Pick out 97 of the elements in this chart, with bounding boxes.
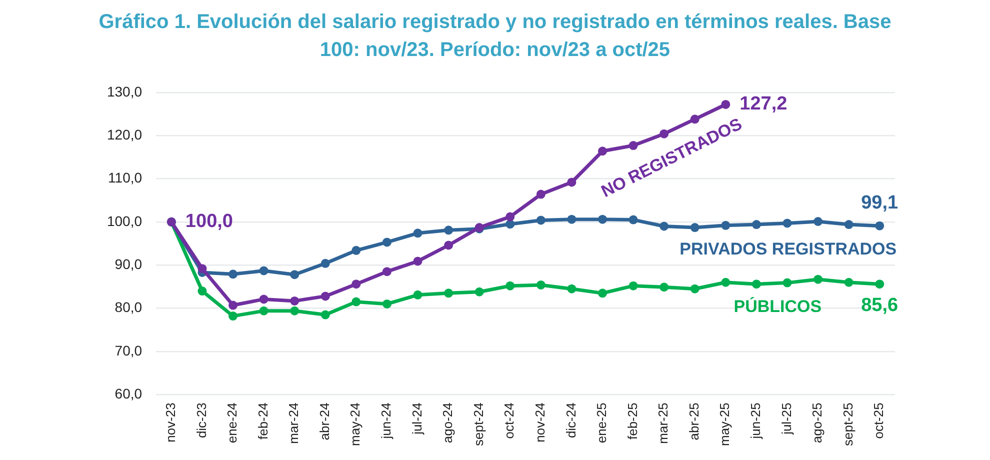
point	[228, 300, 238, 310]
series-label: PÚBLICOS	[734, 296, 822, 316]
series-label: PRIVADOS REGISTRADOS	[680, 240, 897, 259]
point	[598, 214, 607, 224]
point	[690, 284, 700, 294]
point	[352, 297, 361, 306]
y-tick-label: 130,0	[106, 83, 142, 100]
y-tick-label: 70,0	[114, 342, 142, 358]
point	[536, 190, 546, 199]
x-tick-label: ene-25	[594, 402, 610, 444]
x-tick-label: nov-23	[163, 402, 178, 442]
point	[814, 274, 823, 284]
point	[752, 220, 761, 230]
point	[690, 223, 700, 232]
point	[382, 267, 392, 276]
point	[660, 222, 669, 231]
point	[721, 220, 730, 230]
point	[506, 212, 515, 222]
x-tick-label: abr-24	[316, 402, 332, 440]
point	[382, 299, 392, 308]
x-tick-label: feb-25	[624, 402, 640, 440]
point	[628, 281, 638, 290]
point	[752, 280, 761, 289]
point	[782, 218, 792, 228]
x-tick-label: ago-24	[440, 402, 456, 444]
point	[228, 312, 238, 321]
point	[320, 258, 330, 268]
point	[228, 270, 238, 279]
point	[506, 281, 515, 290]
point	[320, 310, 330, 320]
y-tick-label: 100,0	[106, 212, 142, 229]
x-tick-label: mar-24	[286, 402, 302, 444]
point	[259, 266, 268, 276]
data-label: 100,0	[185, 211, 233, 232]
point	[536, 216, 546, 225]
x-tick-label: ago-25	[810, 402, 825, 444]
x-tick-label: may-24	[348, 402, 363, 446]
point	[444, 226, 454, 235]
point	[598, 288, 607, 298]
point	[844, 220, 854, 230]
x-tick-label: sept-25	[840, 402, 856, 446]
x-tick-label: nov-24	[532, 402, 548, 442]
point	[567, 178, 576, 187]
point	[506, 220, 515, 229]
y-tick-label: 110,0	[108, 170, 142, 186]
point	[782, 278, 792, 288]
point	[290, 270, 300, 280]
x-tick-label: dic-23	[194, 402, 209, 438]
point	[290, 296, 300, 306]
y-tick-label: 80,0	[114, 299, 142, 316]
point	[352, 246, 361, 255]
point	[567, 214, 576, 224]
y-tick-label: 120,0	[106, 126, 142, 142]
point	[875, 280, 884, 289]
x-tick-label: jun-25	[748, 402, 764, 440]
x-tick-label: dic-24	[563, 402, 578, 438]
point	[721, 278, 730, 287]
point	[352, 280, 361, 289]
point	[814, 217, 823, 226]
point	[413, 256, 422, 266]
point	[444, 288, 454, 298]
point	[721, 100, 730, 109]
point	[290, 306, 300, 316]
point	[875, 221, 884, 230]
point	[474, 287, 484, 296]
x-tick-label: abr-25	[686, 402, 702, 440]
data-label: 99,1	[861, 192, 899, 214]
point	[413, 290, 422, 300]
chart-title: Gráfico 1. Evolución del salario registrado y no registrado en términos reales. Base 100: nov/23. Período: nov/23 a oct/25	[98, 10, 892, 63]
x-tick-label: jul-25	[778, 402, 794, 436]
x-tick-label: mar-25	[656, 402, 671, 444]
point	[413, 228, 422, 238]
data-label: 127,2	[740, 94, 788, 115]
point	[259, 306, 268, 316]
point	[259, 294, 268, 304]
x-tick-label: oct-24	[502, 402, 517, 439]
x-tick-label: feb-24	[255, 402, 270, 440]
point	[198, 286, 207, 296]
point	[444, 240, 454, 250]
point	[844, 278, 854, 287]
x-tick-label: jun-24	[378, 402, 394, 440]
x-tick-label: jul-24	[409, 402, 424, 436]
y-tick-label: 60,0	[114, 386, 142, 402]
data-label: 85,6	[861, 294, 898, 316]
x-tick-label: may-25	[717, 402, 732, 446]
x-tick-label: sept-24	[470, 402, 486, 446]
point	[320, 292, 330, 301]
point	[382, 238, 392, 247]
point	[598, 146, 607, 156]
point	[628, 215, 638, 224]
y-tick-label: 90,0	[114, 256, 142, 272]
point	[198, 264, 207, 274]
point	[660, 282, 669, 292]
point	[536, 280, 546, 290]
point	[567, 284, 576, 294]
x-tick-label: oct-25	[871, 402, 886, 439]
x-tick-label: ene-24	[224, 402, 240, 444]
